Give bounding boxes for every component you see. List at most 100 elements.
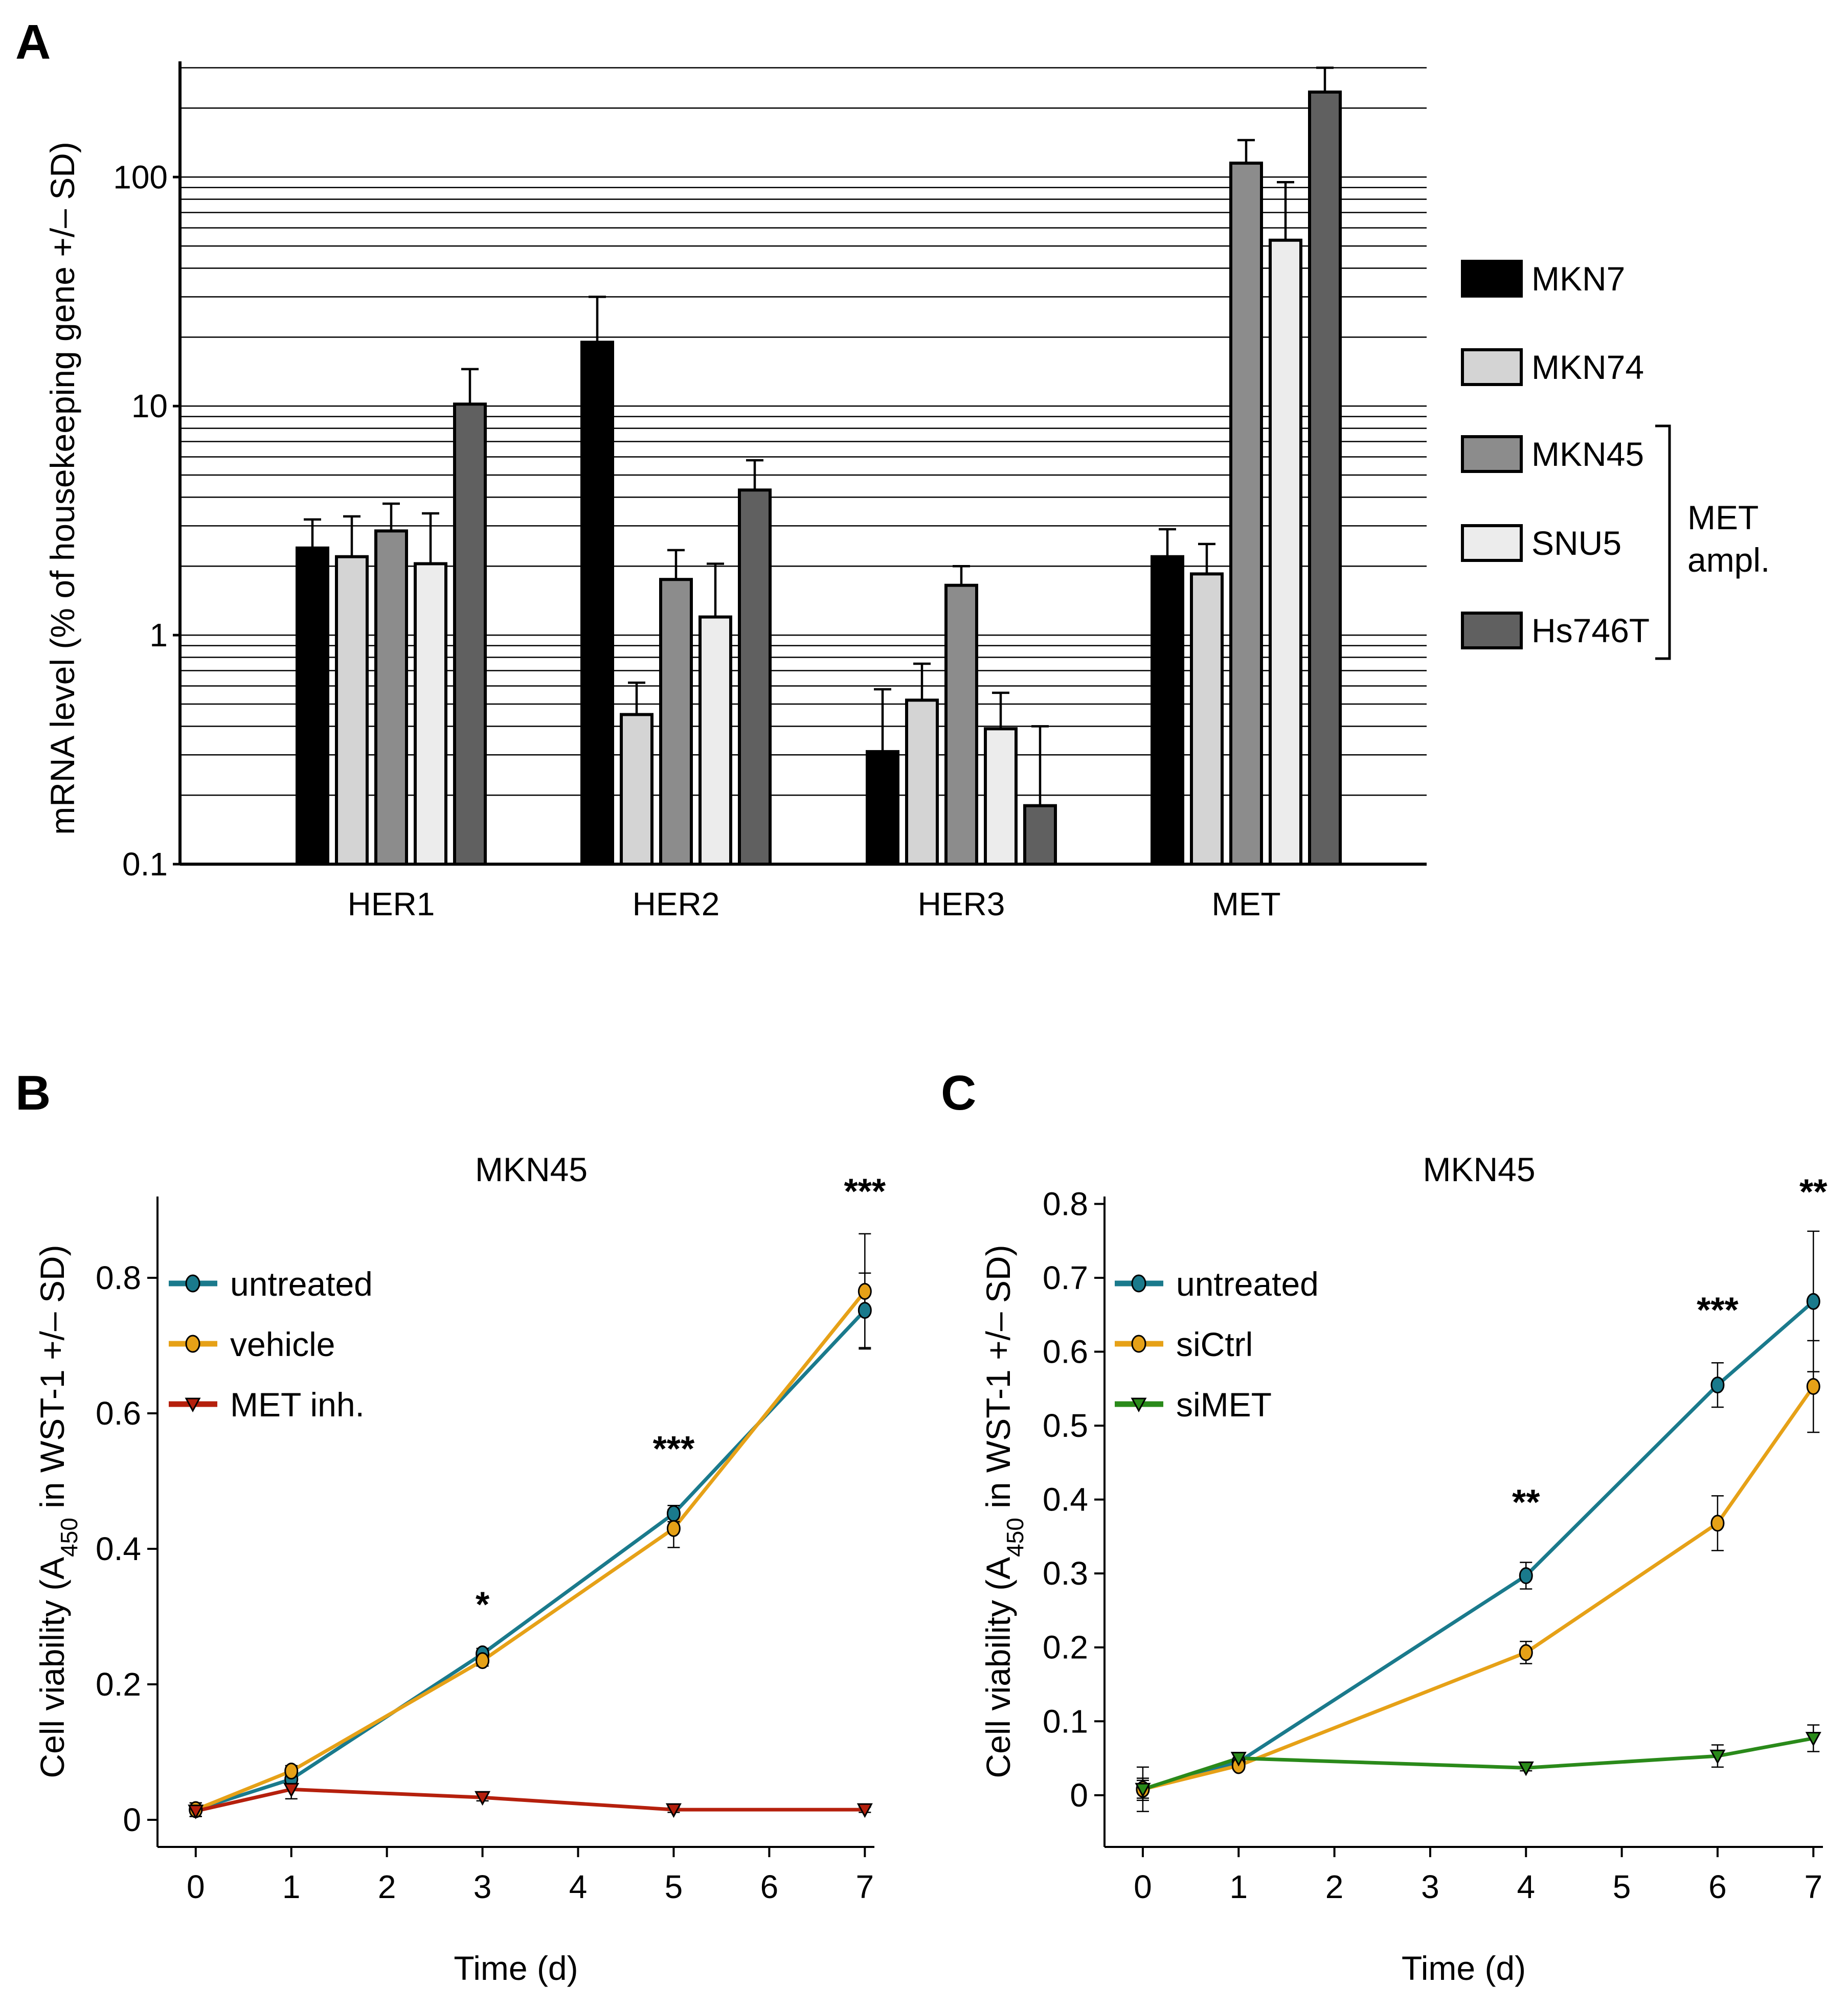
x-tick-label: 5 [1613, 1868, 1631, 1905]
y-tick-label: 0.3 [1043, 1555, 1088, 1592]
y-tick-label: 0.4 [1043, 1481, 1088, 1518]
x-tick-label: 3 [474, 1868, 492, 1905]
legend-marker-untreated [1131, 1274, 1146, 1293]
y-tick-label: 0.2 [1043, 1629, 1088, 1666]
legend-swatch-mkn45 [1461, 435, 1523, 473]
bracket-label-line1: MET [1687, 499, 1759, 536]
bar-hs746t-her3 [1023, 804, 1057, 866]
bar-mkn74-her1 [335, 555, 369, 866]
point-simet [1518, 1761, 1534, 1776]
bar-mkn74-her2 [620, 713, 653, 866]
x-tick-label: 7 [1804, 1868, 1822, 1905]
legend-swatch-mkn7 [1461, 260, 1523, 298]
legend-swatch-snu5 [1461, 524, 1523, 562]
legend-label-hs746t: Hs746T [1531, 612, 1650, 649]
legend-swatch-hs746t [1461, 612, 1523, 649]
panel-b-letter: B [15, 1066, 51, 1120]
point-simet [1805, 1732, 1821, 1747]
legend-bracket [1655, 424, 1671, 660]
bar-mkn74-met [1190, 572, 1224, 866]
legend-label-mkn45: MKN45 [1531, 435, 1644, 473]
point-simet [1709, 1749, 1726, 1765]
x-tick-label: 1 [1229, 1868, 1248, 1905]
legend-marker-untreated [185, 1274, 200, 1293]
x-tick-label: 3 [1421, 1868, 1439, 1905]
point-simet [1135, 1783, 1151, 1798]
bar-hs746t-her1 [453, 402, 487, 866]
x-tick-label: 0 [187, 1868, 205, 1905]
legend-label-snu5: SNU5 [1531, 524, 1621, 562]
bar-snu5-her1 [414, 562, 447, 866]
point-untreated [666, 1505, 681, 1522]
bar-snu5-her3 [984, 727, 1018, 866]
point-vehicle [476, 1652, 490, 1669]
bar-hs746t-met [1308, 91, 1342, 866]
y-tick-label: 0.2 [96, 1666, 141, 1703]
x-tick-label: 4 [1517, 1868, 1535, 1905]
series-line-met-inh [195, 1787, 865, 1813]
bracket-label-line2: ampl. [1687, 541, 1770, 579]
x-category-label: HER3 [918, 886, 1005, 922]
point-untreated [1806, 1293, 1820, 1310]
panel-c-letter: C [941, 1066, 976, 1120]
x-axis-title: Time (d) [454, 1949, 578, 1987]
point-vehicle [858, 1283, 872, 1300]
y-tick-label: 0 [123, 1801, 141, 1838]
y-axis-title: Cell viability (A450 in WST-1 +/– SD) [33, 1245, 82, 1778]
bar-mkn7-her2 [580, 341, 614, 866]
bar-mkn7-met [1151, 555, 1184, 866]
point-met-inh [283, 1783, 300, 1798]
y-tick-label: 0.6 [96, 1395, 141, 1432]
chart-title: MKN45 [1423, 1150, 1535, 1188]
x-tick-label: 1 [282, 1868, 301, 1905]
y-axis-title: mRNA level (% of housekeeping gene +/– S… [43, 142, 81, 835]
panel-a-letter: A [15, 15, 51, 70]
y-tick-label: 0.1 [122, 846, 168, 883]
point-met-inh [857, 1803, 873, 1818]
series-line-untreated [1142, 1300, 1815, 1791]
significance-mark: ** [1799, 1171, 1828, 1211]
point-sictrl [1710, 1515, 1725, 1532]
significance-mark: * [476, 1585, 490, 1625]
y-tick-label: 0.1 [1043, 1703, 1088, 1740]
series-line-vehicle [195, 1290, 867, 1812]
y-tick-label: 0 [1070, 1777, 1088, 1814]
x-axis-title: Time (d) [1402, 1949, 1526, 1987]
chart-title: MKN45 [475, 1150, 588, 1188]
bar-hs746t-her2 [738, 488, 772, 866]
bar-mkn45-her2 [659, 578, 693, 866]
x-tick-label: 7 [856, 1868, 874, 1905]
x-tick-label: 5 [665, 1868, 683, 1905]
x-tick-label: 0 [1134, 1868, 1152, 1905]
legend-label-vehicle: vehicle [230, 1325, 335, 1363]
legend-marker-met-inh [185, 1397, 201, 1413]
point-simet [1230, 1752, 1247, 1767]
bar-mkn74-her3 [905, 698, 939, 866]
chart-b-group: 0 1 2 3 4 5 6 7 0 0.2 0.4 0.6 0.8 Time (d) MKN45 Cell v… [33, 1150, 886, 1987]
point-vehicle [284, 1763, 299, 1780]
legend-swatch-mkn74 [1461, 348, 1523, 386]
x-tick-label: 2 [378, 1868, 396, 1905]
bar-mkn7-her3 [866, 750, 899, 866]
y-axis-title: Cell viability (A450 in WST-1 +/– SD) [979, 1245, 1028, 1778]
x-tick-label: 6 [1708, 1868, 1727, 1905]
point-met-inh [475, 1791, 491, 1806]
legend-label-met-inh: MET inh. [230, 1386, 365, 1424]
point-untreated [1519, 1567, 1533, 1585]
y-tick-label: 1 [149, 617, 168, 653]
legend-label-untreated: untreated [230, 1265, 373, 1303]
x-category-label: HER1 [348, 886, 435, 922]
point-met-inh [665, 1803, 682, 1818]
significance-mark: ** [1512, 1482, 1540, 1522]
chart-c-group: 0 1 2 3 4 5 6 7 0 0.1 0.2 0.3 0.4 0.5 0.6 0.7 0.8 Time (d… [979, 1150, 1828, 1987]
significance-mark: *** [844, 1171, 886, 1211]
legend-marker-simet [1131, 1397, 1147, 1413]
x-tick-label: 2 [1325, 1868, 1344, 1905]
point-untreated [1710, 1377, 1725, 1394]
legend-label-mkn74: MKN74 [1531, 348, 1644, 386]
y-tick-label: 0.5 [1043, 1407, 1088, 1444]
bar-snu5-her2 [698, 615, 732, 866]
x-category-label: HER2 [633, 886, 720, 922]
